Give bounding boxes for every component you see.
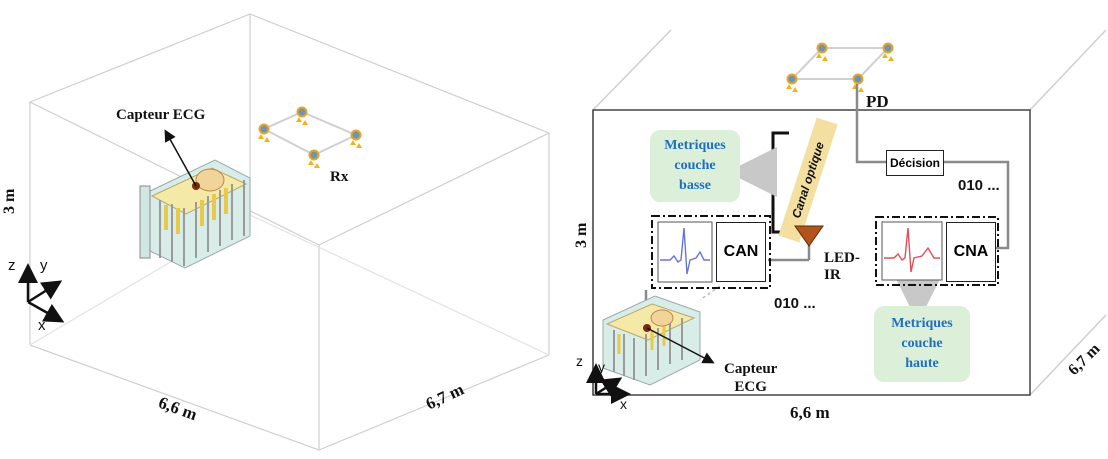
light-arrow-icon — [882, 53, 888, 58]
ecg-plot-high — [881, 221, 943, 281]
right-width-label: 6,6 m — [790, 403, 830, 422]
left-photodiode-2 — [350, 129, 362, 148]
ecg-trace-high — [884, 227, 940, 273]
metric-low-line-1: Metriques — [664, 138, 726, 153]
right-photodiode-0 — [786, 73, 798, 92]
metric-low-line-2: couche — [674, 158, 716, 173]
right-height-label: 3 m — [573, 222, 590, 248]
can-box: CAN — [716, 222, 766, 282]
ecg-trace-low — [660, 227, 710, 275]
light-arrow-icon — [822, 56, 828, 61]
canal-optique-band — [778, 117, 838, 243]
right-axis-y-label: y — [598, 359, 605, 375]
light-arrow-icon — [308, 160, 314, 165]
can-frame — [651, 215, 771, 289]
metric-low-line-3: basse — [679, 178, 711, 193]
right-axis-z-label: z — [576, 353, 583, 369]
left-photodiode-3 — [308, 149, 320, 168]
left-crib-icon — [139, 159, 251, 269]
decision-box: Décision — [886, 150, 944, 176]
left-sensor-pointer — [164, 129, 197, 187]
right-sensor-line-2: ECG — [734, 379, 767, 395]
left-receiver-label: Rx — [330, 169, 349, 185]
left-room-wireframe — [28, 13, 551, 451]
right-photodiode-1 — [816, 42, 828, 61]
pd-label: PD — [866, 92, 889, 111]
bits-top-label: 010 ... — [958, 177, 1000, 194]
left-axes-icon — [18, 263, 65, 323]
light-arrow-icon — [858, 87, 864, 92]
light-arrow-icon — [258, 134, 264, 139]
right-axes-icon — [586, 363, 631, 404]
left-photodiode-0 — [258, 123, 270, 142]
left-receiver-frame — [261, 110, 359, 157]
metric-high-box: Metriques couche haute — [874, 306, 970, 382]
right-photodiode-2 — [882, 42, 894, 61]
right-sensor-line-1: Capteur — [724, 361, 778, 377]
light-arrow-icon — [356, 143, 362, 148]
metric-low-box: Metriques couche basse — [650, 130, 740, 202]
left-height-label: 3 m — [1, 188, 18, 214]
light-arrow-icon — [786, 84, 792, 89]
light-arrow-icon — [888, 56, 894, 61]
right-photodiode-3 — [852, 73, 864, 92]
led-ir-line-2: IR — [824, 267, 841, 283]
metric-high-line-2: couche — [901, 336, 943, 351]
light-arrow-icon — [792, 87, 798, 92]
light-arrow-icon — [350, 140, 356, 145]
left-axis-z-label: z — [8, 257, 16, 274]
sensor-link-dashed — [699, 285, 721, 301]
left-photodiode-1 — [296, 106, 308, 125]
metric-high-line-3: haute — [905, 356, 939, 371]
left-sensor-label: Capteur ECG — [116, 107, 206, 123]
light-arrow-icon — [314, 163, 320, 168]
led-ir-line-1: LED- — [824, 250, 860, 266]
right-room-front — [592, 109, 1031, 396]
cna-box: CNA — [946, 222, 996, 282]
left-axis-x-label: x — [38, 317, 46, 334]
bits-bottom-label: 010 ... — [774, 295, 816, 312]
right-sensor-pointer — [646, 327, 715, 364]
cna-frame — [875, 216, 999, 286]
led-ir-label: LED- IR — [824, 250, 860, 284]
decision-label: Décision — [889, 156, 940, 170]
light-arrow-icon — [816, 53, 822, 58]
light-arrow-icon — [296, 117, 302, 122]
can-label: CAN — [723, 243, 759, 260]
right-sensor-label: Capteur ECG — [724, 360, 777, 396]
cna-label: CNA — [953, 243, 989, 260]
metric-high-line-1: Metriques — [891, 316, 953, 331]
right-crib-icon — [602, 295, 701, 386]
right-axis-x-label: x — [620, 396, 627, 412]
light-arrow-icon — [264, 137, 270, 142]
light-arrow-icon — [302, 120, 308, 125]
left-axis-y-label: y — [40, 257, 48, 274]
led-ir-icon — [794, 225, 824, 247]
right-receiver-frame — [789, 47, 891, 80]
